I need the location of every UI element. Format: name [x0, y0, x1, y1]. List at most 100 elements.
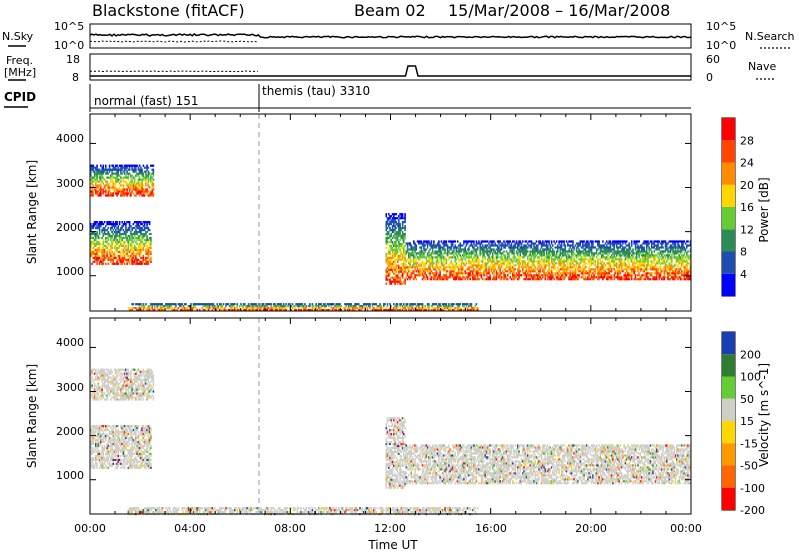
echo-cell	[96, 184, 98, 187]
echo-cell	[600, 272, 603, 275]
echo-cell	[140, 242, 142, 246]
echo-cell	[143, 305, 146, 308]
echo-cell	[107, 244, 110, 247]
echo-cell	[126, 192, 128, 195]
echo-cell	[136, 192, 138, 195]
echo-cell	[439, 250, 441, 253]
echo-cell	[135, 258, 137, 261]
echo-cell	[126, 238, 128, 242]
echo-cell	[446, 244, 449, 247]
echo-cell	[127, 178, 130, 181]
echo-cell	[138, 180, 141, 183]
echo-cell	[234, 303, 236, 306]
echo-cell	[133, 246, 136, 249]
echo-cell	[265, 303, 267, 306]
echo-cell	[494, 262, 496, 265]
echo-cell	[624, 276, 627, 279]
echo-cell	[649, 254, 652, 257]
echo-cell	[476, 270, 479, 273]
echo-cell	[140, 192, 142, 195]
echo-cell	[676, 240, 678, 243]
echo-cell	[494, 276, 496, 279]
echo-cell	[608, 250, 610, 253]
echo-cell	[122, 184, 125, 187]
echo-cell	[400, 215, 403, 218]
echo-cell	[101, 170, 103, 173]
echo-cell	[254, 307, 256, 310]
echo-cell	[618, 250, 620, 253]
echo-cell	[454, 252, 456, 255]
echo-cell	[146, 236, 148, 240]
echo-cell	[463, 254, 465, 257]
echo-cell	[440, 256, 443, 259]
echo-cell	[603, 246, 605, 249]
echo-cell	[408, 276, 410, 279]
echo-cell	[127, 192, 130, 195]
echo-cell	[585, 246, 588, 249]
echo-cell	[674, 278, 677, 281]
echo-cell	[438, 242, 440, 245]
echo-cell	[638, 272, 640, 275]
echo-cell	[162, 307, 165, 310]
echo-cell	[287, 303, 290, 306]
echo-cell	[131, 166, 133, 169]
echo-cell	[529, 252, 532, 255]
echo-cell	[116, 180, 118, 183]
echo-cell	[530, 268, 533, 271]
echo-cell	[97, 246, 100, 249]
echo-cell	[618, 264, 620, 267]
echo-cell	[115, 248, 117, 251]
echo-cell	[116, 168, 118, 171]
nave-line	[89, 70, 258, 73]
echo-cell	[111, 262, 113, 265]
echo-cell	[549, 248, 552, 251]
echo-cell	[562, 274, 564, 277]
echo-cell	[590, 276, 593, 279]
echo-cell	[116, 232, 118, 236]
echo-cell	[145, 221, 147, 224]
echo-cell	[108, 170, 111, 173]
echo-cell	[415, 266, 418, 269]
echo-cell	[587, 244, 589, 247]
echo-cell	[648, 248, 650, 251]
echo-cell	[537, 276, 539, 279]
echo-cell	[90, 194, 92, 197]
echo-cell	[512, 246, 514, 249]
echo-cell	[532, 242, 534, 245]
echo-cell	[486, 254, 489, 257]
echo-cell	[585, 270, 588, 273]
echo-cell	[640, 274, 643, 277]
echo-cell	[494, 252, 496, 255]
echo-cell	[547, 276, 549, 279]
echo-cell	[663, 278, 666, 281]
echo-cell	[500, 246, 503, 249]
echo-cell	[684, 242, 687, 245]
echo-cell	[495, 276, 498, 279]
echo-cell	[125, 227, 127, 230]
echo-cell	[555, 256, 558, 259]
echo-cell	[662, 268, 664, 271]
echo-cell	[97, 234, 100, 238]
echo-cell	[489, 278, 491, 281]
echo-cell	[607, 276, 609, 279]
echo-cell	[450, 248, 453, 251]
echo-cell	[241, 305, 244, 308]
echo-cell	[504, 260, 506, 263]
echo-cell	[136, 225, 138, 228]
echo-cell	[431, 266, 434, 269]
echo-cell	[673, 254, 676, 257]
echo-cell	[476, 256, 479, 259]
echo-cell	[514, 274, 517, 277]
echo-cell	[584, 246, 587, 249]
echo-cell	[112, 184, 115, 187]
echo-cell	[524, 248, 527, 251]
echo-cell	[127, 227, 130, 230]
echo-cell	[101, 256, 103, 259]
echo-cell	[152, 194, 155, 197]
echo-cell	[677, 266, 679, 269]
echo-cell	[390, 238, 393, 242]
echo-cell	[95, 180, 97, 183]
echo-cell	[533, 274, 535, 277]
echo-cell	[140, 262, 142, 265]
echo-cell	[579, 266, 582, 269]
